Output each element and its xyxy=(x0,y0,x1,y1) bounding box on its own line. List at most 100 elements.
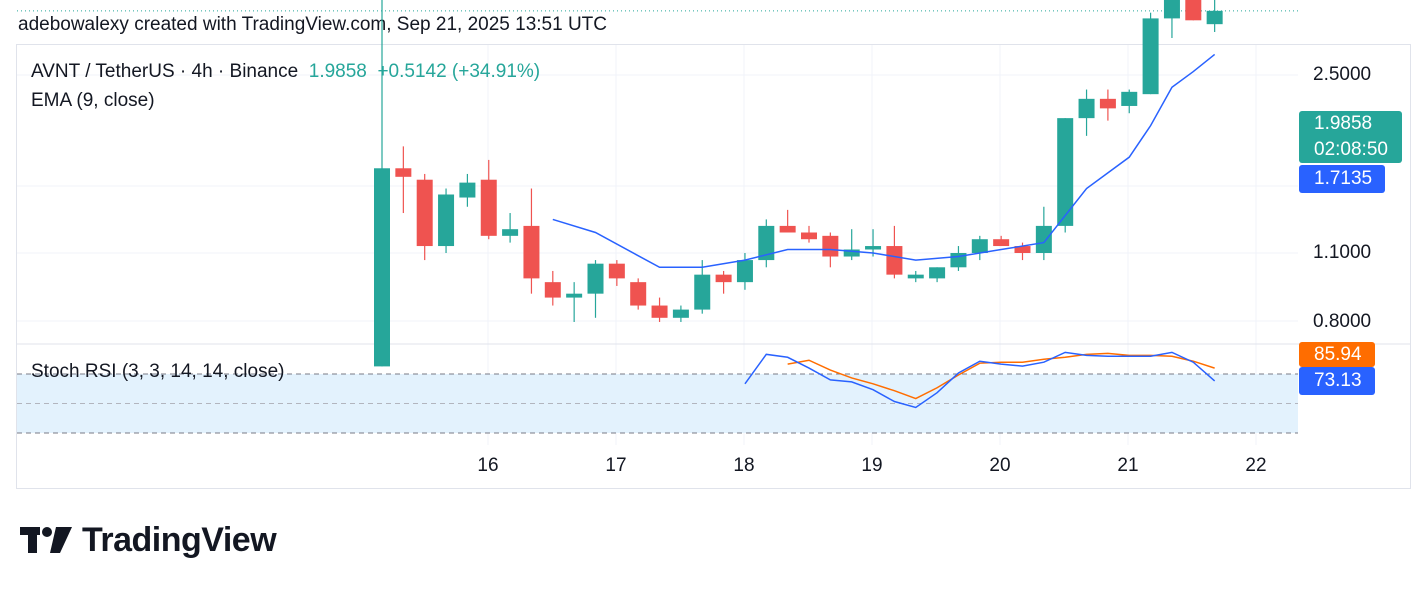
candle xyxy=(950,246,967,271)
last-price-value: 1.9858 xyxy=(308,61,367,82)
candle-body xyxy=(971,239,988,253)
countdown-timer: 02:08:50 xyxy=(1314,139,1388,160)
stoch-rsi-lines xyxy=(744,351,1216,409)
candle xyxy=(438,188,455,253)
candle-body xyxy=(1035,225,1052,253)
candle-body xyxy=(1142,18,1159,95)
candle-body xyxy=(608,263,625,279)
candle-body xyxy=(1014,246,1031,253)
candles xyxy=(374,0,1223,367)
candle-body xyxy=(587,263,604,294)
candle-body xyxy=(395,168,412,177)
candle xyxy=(865,229,882,257)
candle xyxy=(480,159,497,240)
candle xyxy=(630,278,647,310)
main-legend[interactable]: AVNT / TetherUS · 4h · Binance 1.9858 +0… xyxy=(31,61,540,83)
candle xyxy=(886,225,903,279)
ema-value-tag: 1.7135 xyxy=(1299,165,1385,193)
tradingview-logo[interactable]: TradingView xyxy=(20,520,277,560)
candle xyxy=(587,260,604,318)
candle-body xyxy=(886,246,903,275)
x-axis-label: 18 xyxy=(733,455,755,476)
candle xyxy=(672,305,689,322)
candle xyxy=(779,209,796,233)
candle-body xyxy=(502,229,519,236)
candle xyxy=(1035,206,1052,261)
candle-body xyxy=(1121,91,1138,106)
last-price-tag-value: 1.9858 xyxy=(1314,113,1373,134)
candle xyxy=(1057,118,1074,233)
chart-grid xyxy=(17,45,1410,445)
x-axis-label: 17 xyxy=(605,455,627,476)
chart-credit: adebowalexy created with TradingView.com… xyxy=(18,14,607,35)
last-price-tag: 1.9858 02:08:50 xyxy=(1299,111,1402,163)
candle-body xyxy=(566,293,583,298)
candle xyxy=(715,270,732,294)
candle-body xyxy=(843,249,860,257)
x-axis-label: 19 xyxy=(861,455,883,476)
stoch-rsi-legend[interactable]: Stoch RSI (3, 3, 14, 14, close) xyxy=(31,361,285,382)
candle xyxy=(459,173,476,207)
candle xyxy=(566,282,583,322)
candle-body xyxy=(758,225,775,261)
candle xyxy=(971,235,988,261)
candle xyxy=(608,260,625,286)
chart-frame[interactable] xyxy=(16,44,1411,489)
candle xyxy=(1142,12,1159,95)
candle-body xyxy=(779,225,796,233)
candle-body xyxy=(672,309,689,318)
candle-body xyxy=(907,274,924,279)
x-axis-label: 16 xyxy=(477,455,499,476)
candle xyxy=(523,188,540,294)
candle-body xyxy=(822,235,839,257)
stoch-k-line xyxy=(744,351,1216,409)
candle-body xyxy=(523,225,540,279)
candle-body xyxy=(459,182,476,198)
ema-legend[interactable]: EMA (9, close) xyxy=(31,90,155,111)
candle-body xyxy=(544,282,561,298)
candle xyxy=(1121,89,1138,114)
y-axis-label: 1.1000 xyxy=(1313,242,1372,263)
candle-body xyxy=(438,194,455,247)
candle xyxy=(374,0,390,367)
candle xyxy=(1185,0,1202,21)
candle-body xyxy=(801,232,817,240)
candle-body xyxy=(929,267,946,279)
candle xyxy=(993,235,1010,247)
candle-body xyxy=(1185,0,1202,21)
tradingview-logo-icon xyxy=(20,527,72,553)
candle-body xyxy=(694,274,711,310)
tradingview-logo-text: TradingView xyxy=(82,520,277,559)
candle-body xyxy=(715,274,732,283)
candle xyxy=(395,146,412,214)
candle-body xyxy=(1099,98,1116,109)
x-axis-label: 22 xyxy=(1245,455,1267,476)
stoch-d-value-tag: 85.94 xyxy=(1299,342,1375,367)
price-change-value: +0.5142 (+34.91%) xyxy=(377,61,541,82)
candle xyxy=(736,253,753,290)
symbol-label: AVNT / TetherUS · 4h · Binance xyxy=(31,61,299,82)
x-axis-label: 20 xyxy=(989,455,1011,476)
stoch-d-line xyxy=(787,352,1215,400)
y-axis-label: 0.8000 xyxy=(1313,311,1372,332)
candle xyxy=(416,173,433,261)
candle xyxy=(1078,89,1095,136)
candle-body xyxy=(1206,10,1223,25)
y-axis-label: 2.5000 xyxy=(1313,64,1372,85)
x-axis-label: 21 xyxy=(1117,455,1139,476)
candle-body xyxy=(993,239,1010,247)
candle xyxy=(694,260,711,314)
candle xyxy=(544,270,561,306)
ema-polyline xyxy=(552,53,1216,269)
candle xyxy=(1099,89,1116,121)
candle-body xyxy=(651,305,668,318)
candle xyxy=(651,297,668,322)
stoch-band xyxy=(17,373,1298,434)
candle-body xyxy=(736,260,753,283)
candle-body xyxy=(1078,98,1095,119)
ema-line xyxy=(552,53,1216,269)
candle xyxy=(758,219,775,268)
stoch-k-value-tag: 73.13 xyxy=(1299,367,1375,395)
candle-body xyxy=(630,282,647,306)
